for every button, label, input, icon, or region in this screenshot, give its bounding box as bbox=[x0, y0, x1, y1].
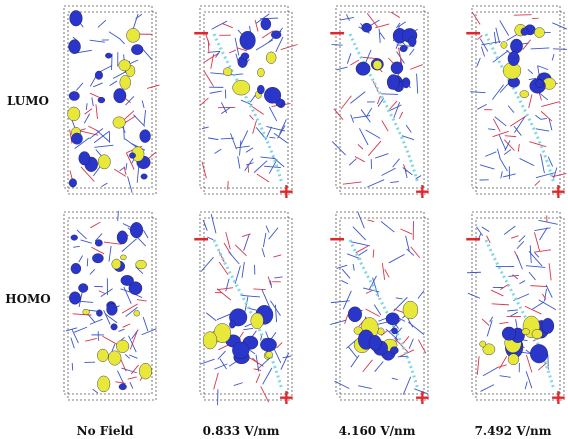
negative-electrode-sign: − bbox=[328, 21, 346, 46]
orbital-lobes bbox=[69, 222, 153, 393]
field-path bbox=[484, 33, 556, 185]
panel-homo-1: −+ bbox=[192, 211, 295, 409]
unit-cell-box bbox=[475, 11, 565, 195]
unit-cell-box bbox=[203, 217, 293, 401]
positive-electrode-sign: + bbox=[278, 385, 295, 409]
unit-cell-box bbox=[67, 11, 157, 195]
molecule-bonds bbox=[470, 11, 568, 186]
negative-electrode-sign: − bbox=[328, 227, 346, 252]
orbital-lobes bbox=[355, 22, 418, 92]
panel-homo-3: −+ bbox=[464, 211, 567, 409]
orbital-lobes bbox=[202, 305, 277, 365]
negative-electrode-sign: − bbox=[464, 227, 482, 252]
orbital-lobes bbox=[223, 17, 286, 108]
positive-electrode-sign: + bbox=[278, 179, 295, 203]
unit-cell-box bbox=[63, 211, 153, 395]
positive-electrode-sign: + bbox=[550, 385, 567, 409]
unit-cell-box bbox=[199, 211, 289, 395]
panel-homo-2: −+ bbox=[328, 211, 431, 409]
positive-electrode-sign: + bbox=[414, 179, 431, 203]
row-label-lumo: LUMO bbox=[7, 94, 49, 108]
orbital-lobes bbox=[67, 10, 151, 188]
unit-cell-box bbox=[471, 211, 561, 395]
unit-cell-box bbox=[199, 5, 289, 189]
row-label-homo: HOMO bbox=[5, 292, 51, 306]
column-label-field-2: 4.160 V/nm bbox=[338, 424, 416, 438]
panel-lumo-2: −+ bbox=[328, 5, 431, 203]
positive-electrode-sign: + bbox=[550, 179, 567, 203]
negative-electrode-sign: − bbox=[192, 21, 210, 46]
negative-electrode-sign: − bbox=[464, 21, 482, 46]
unit-cell-box bbox=[63, 5, 153, 189]
unit-cell-box bbox=[471, 5, 561, 189]
column-label-field-1: 0.833 V/nm bbox=[202, 424, 280, 438]
negative-electrode-sign: − bbox=[192, 227, 210, 252]
panel-lumo-1: −+ bbox=[192, 5, 298, 203]
orbital-lobes bbox=[500, 24, 556, 98]
unit-cell-box bbox=[335, 211, 425, 395]
unit-cell-box bbox=[339, 11, 429, 195]
orbital-lobes bbox=[479, 315, 555, 365]
unit-cell-box bbox=[335, 5, 425, 189]
panel-lumo-0 bbox=[63, 5, 160, 195]
field-path bbox=[348, 33, 420, 185]
unit-cell-box bbox=[339, 217, 429, 401]
column-label-no-field: No Field bbox=[76, 424, 134, 438]
unit-cell-box bbox=[475, 217, 565, 401]
positive-electrode-sign: + bbox=[414, 385, 431, 409]
column-label-field-3: 7.492 V/nm bbox=[474, 424, 552, 438]
unit-cell-box bbox=[67, 217, 157, 401]
panel-lumo-3: −+ bbox=[464, 5, 568, 203]
unit-cell-box bbox=[203, 11, 293, 195]
panel-homo-0 bbox=[63, 210, 157, 401]
orbital-lobes bbox=[347, 300, 419, 361]
